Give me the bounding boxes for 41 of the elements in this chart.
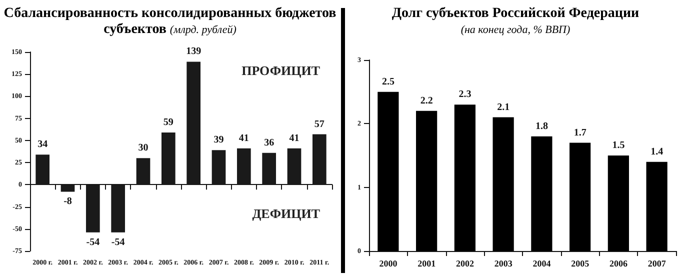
bar — [454, 104, 476, 251]
chart-title: Долг субъектов Российской Федерации — [392, 6, 640, 21]
x-tick-label: 2006 — [609, 258, 628, 268]
data-label: 41 — [289, 132, 300, 144]
x-tick-label: 2003 — [494, 258, 513, 268]
data-label: 39 — [214, 134, 224, 146]
data-label: 2.2 — [420, 95, 433, 106]
data-label: 1.8 — [535, 120, 548, 132]
data-label: 1.5 — [612, 140, 625, 151]
data-label: 2.5 — [382, 76, 394, 88]
data-label: 57 — [314, 118, 324, 130]
bar — [492, 117, 514, 251]
data-label: 2.3 — [458, 89, 472, 100]
data-label: 2.1 — [497, 102, 510, 113]
data-label: 34 — [38, 139, 48, 150]
data-label: -54 — [111, 236, 125, 248]
x-tick-label: 2007 — [648, 258, 666, 268]
data-label: 36 — [264, 137, 274, 148]
bar — [570, 142, 591, 251]
data-label: 1.4 — [650, 146, 664, 158]
data-label: -8 — [64, 196, 72, 208]
x-tick-label: 2004 — [532, 258, 552, 268]
data-label: 59 — [163, 116, 174, 128]
bar — [378, 92, 399, 251]
data-label: -54 — [86, 236, 100, 248]
bar — [646, 162, 668, 251]
x-tick-label: 2001 — [418, 258, 436, 268]
chart-subtitle: (млрд. рублей) — [170, 24, 236, 36]
data-label: 30 — [138, 142, 148, 154]
chart-subtitle: (на конец года, % ВВП) — [460, 24, 570, 36]
bar — [416, 110, 438, 251]
x-tick-label: 2005 — [571, 258, 590, 268]
data-label: 41 — [238, 132, 249, 144]
data-label: 1.7 — [574, 127, 586, 138]
x-tick-label: 2002 — [456, 258, 474, 268]
x-tick-label: 2000 — [379, 258, 398, 268]
bar — [531, 136, 552, 251]
bar — [608, 156, 629, 251]
annotation: ПРОФИЦИТ — [242, 63, 320, 78]
annotation: ДЕФИЦИТ — [252, 206, 320, 221]
data-label: 139 — [186, 46, 202, 58]
